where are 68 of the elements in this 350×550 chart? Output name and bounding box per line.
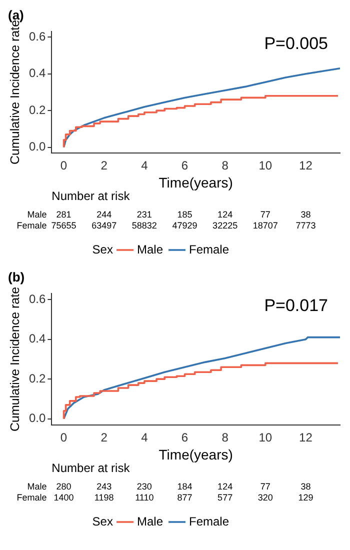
text: Number at risk xyxy=(52,189,131,204)
y-tick-label: 0.0 xyxy=(28,140,46,154)
text: 63497 xyxy=(92,220,117,230)
text: 577 xyxy=(218,492,233,502)
text: 75655 xyxy=(51,220,76,230)
text: 244 xyxy=(96,209,112,220)
text: 38 xyxy=(300,481,311,492)
x-tick-label: 10 xyxy=(258,158,272,172)
y-tick-label: 0.2 xyxy=(28,102,46,117)
legend-title: Sex xyxy=(92,514,113,528)
text: 1110 xyxy=(135,492,154,502)
x-tick-label: 2 xyxy=(100,158,108,172)
annotation: P=0.017 xyxy=(264,296,328,315)
x-tick-label: 12 xyxy=(299,430,313,444)
annotation: P=0.005 xyxy=(264,34,328,53)
y-tick-label: 0.6 xyxy=(28,29,46,44)
text: 184 xyxy=(177,481,192,492)
text: Male xyxy=(27,209,47,220)
y-tick-label: 0.0 xyxy=(28,411,46,426)
text: 231 xyxy=(136,209,152,220)
y-tick-label: 0.6 xyxy=(28,292,46,306)
text: Female xyxy=(16,492,47,502)
text: 124 xyxy=(218,209,233,220)
x-tick-label: 10 xyxy=(258,430,272,444)
legend-label: Female xyxy=(189,514,230,528)
text: Male xyxy=(27,481,47,492)
text: Number at risk xyxy=(52,461,131,476)
y-tick-label: 0.4 xyxy=(28,332,46,346)
y-tick-label: 0.2 xyxy=(28,371,46,386)
text: 77 xyxy=(260,209,270,220)
x-tick-label: 6 xyxy=(181,430,188,444)
text: 877 xyxy=(177,492,192,502)
x-tick-label: 4 xyxy=(141,430,148,444)
text: 18707 xyxy=(252,220,278,230)
text: 58832 xyxy=(132,220,157,230)
text: 7773 xyxy=(296,220,316,230)
y-tick-label: 0.4 xyxy=(28,66,46,80)
text: 47929 xyxy=(172,220,198,230)
text: 1198 xyxy=(94,492,114,502)
x-tick-label: 0 xyxy=(60,430,68,444)
y-axis-title: Cumulative Incidence rate xyxy=(8,286,22,432)
text: 124 xyxy=(218,481,233,492)
text: 38 xyxy=(300,209,311,220)
text: 1400 xyxy=(54,492,74,502)
x-tick-label: 4 xyxy=(141,158,148,172)
text: 129 xyxy=(298,492,314,502)
text: 281 xyxy=(56,209,72,220)
x-tick-label: 6 xyxy=(181,158,188,172)
legend-label: Male xyxy=(136,514,164,528)
text: 77 xyxy=(260,481,270,492)
legend-label: Male xyxy=(136,242,164,256)
x-tick-label: 8 xyxy=(222,430,229,444)
text: 32225 xyxy=(212,220,238,230)
x-tick-label: 12 xyxy=(299,158,313,172)
x-tick-label: 8 xyxy=(222,158,229,172)
text: 243 xyxy=(96,481,112,492)
text: 185 xyxy=(177,209,192,220)
x-axis-title: Time(years) xyxy=(158,446,233,462)
x-axis-title: Time(years) xyxy=(158,174,233,190)
text: 320 xyxy=(258,492,273,502)
x-tick-label: 2 xyxy=(100,430,108,444)
x-tick-label: 0 xyxy=(60,158,68,172)
text: 230 xyxy=(136,481,152,492)
chart-title: (b) xyxy=(8,269,25,284)
text: 280 xyxy=(56,481,72,492)
legend-title: Sex xyxy=(92,242,113,256)
legend-label: Female xyxy=(189,242,230,256)
text: Female xyxy=(16,220,47,230)
